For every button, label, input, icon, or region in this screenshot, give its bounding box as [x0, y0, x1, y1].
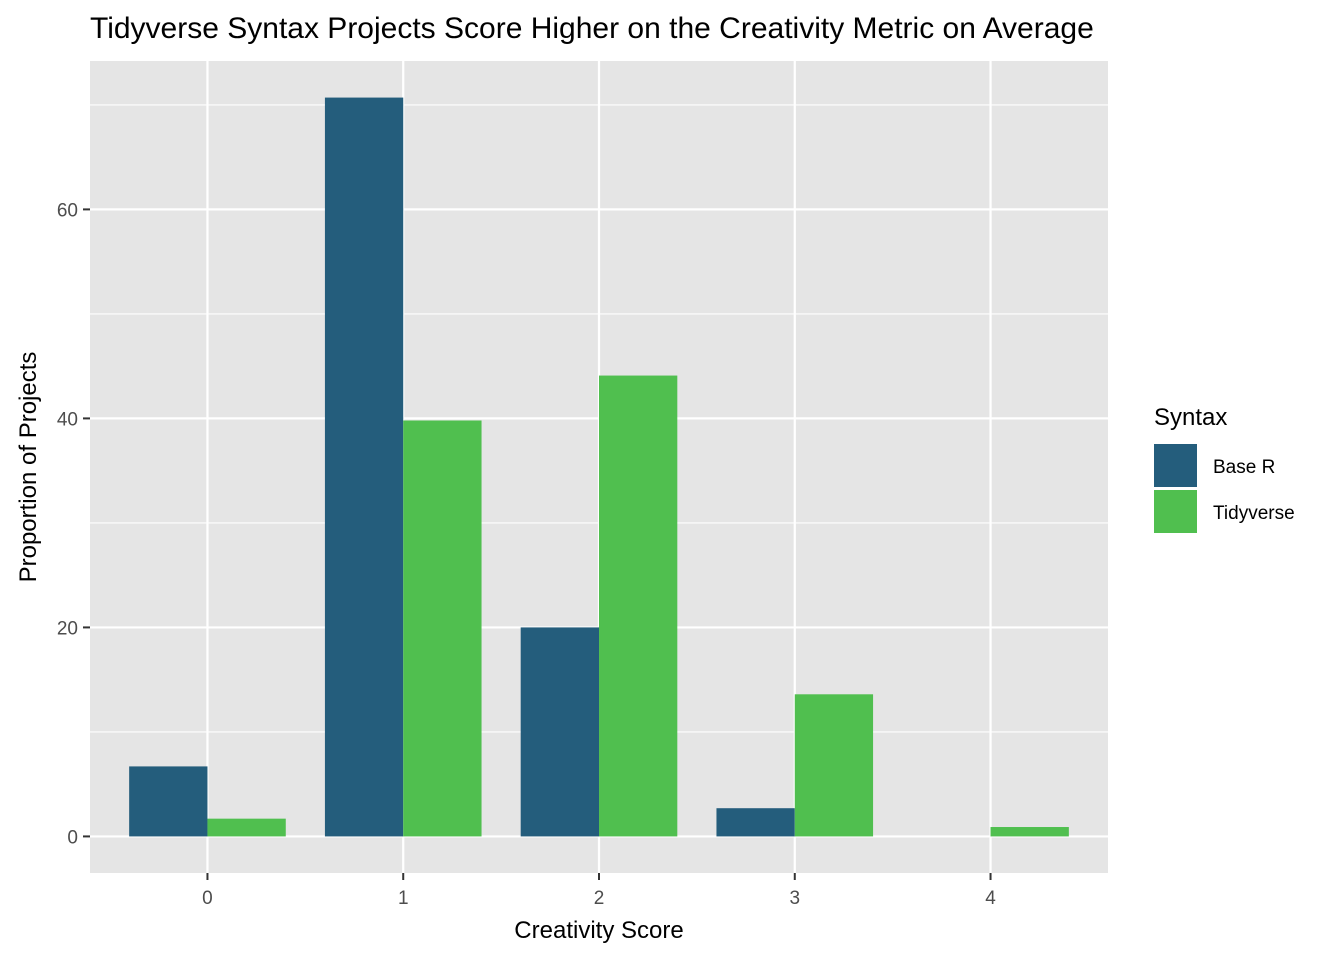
y-axis-title: Proportion of Projects — [15, 352, 42, 583]
x-tick-label: 3 — [789, 888, 800, 909]
bar-base-r-2 — [520, 627, 599, 837]
x-axis: 0 1 2 3 4 — [202, 873, 996, 909]
legend: Syntax Base R Tidyverse — [1154, 404, 1295, 533]
chart-title: Tidyverse Syntax Projects Score Higher o… — [90, 12, 1094, 45]
y-tick-label: 20 — [57, 618, 78, 639]
legend-label: Base R — [1213, 457, 1275, 478]
y-tick-label: 0 — [67, 827, 78, 848]
legend-label: Tidyverse — [1213, 503, 1295, 524]
legend-title: Syntax — [1154, 404, 1227, 431]
legend-key-tidyverse — [1154, 490, 1197, 533]
bar-tidyverse-2 — [599, 375, 678, 837]
x-tick-label: 2 — [594, 888, 605, 909]
x-tick-label: 0 — [202, 888, 213, 909]
y-axis: 0 20 40 60 — [57, 200, 90, 848]
bar-base-r-1 — [324, 97, 404, 837]
x-axis-title: Creativity Score — [514, 917, 683, 944]
legend-key-base-r — [1154, 444, 1197, 487]
bar-base-r-3 — [716, 808, 795, 837]
bar-base-r-0 — [129, 766, 208, 837]
bar-tidyverse-3 — [794, 694, 874, 837]
x-tick-label: 4 — [985, 888, 996, 909]
y-tick-label: 40 — [57, 409, 78, 430]
bar-tidyverse-1 — [403, 420, 482, 837]
bar-tidyverse-4 — [990, 827, 1069, 837]
x-tick-label: 1 — [398, 888, 409, 909]
y-tick-label: 60 — [57, 200, 78, 221]
bar-tidyverse-0 — [207, 818, 286, 837]
bars — [129, 97, 1069, 837]
